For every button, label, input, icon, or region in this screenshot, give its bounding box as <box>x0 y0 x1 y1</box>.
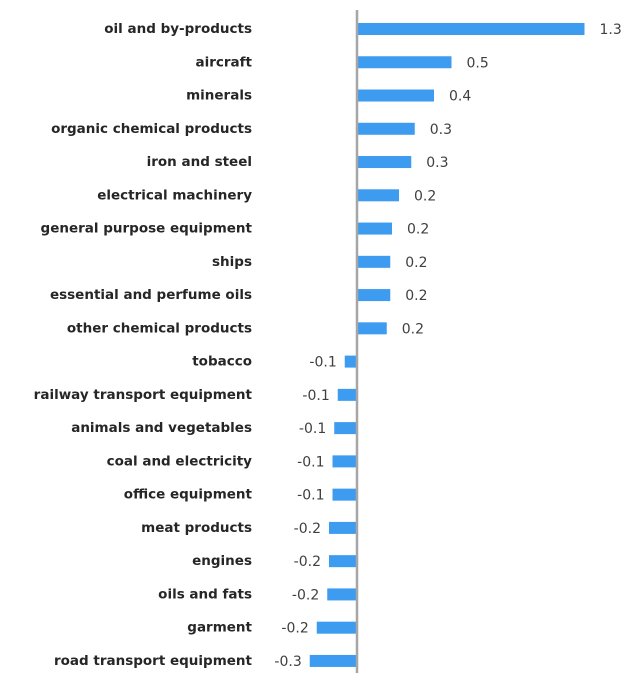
value-label: -0.1 <box>297 454 324 470</box>
bar <box>357 122 415 135</box>
value-label: 0.2 <box>405 255 427 271</box>
bar <box>332 455 357 468</box>
value-label: -0.1 <box>302 388 329 404</box>
value-label: 0.3 <box>426 155 448 171</box>
bar <box>357 189 399 202</box>
value-label: -0.2 <box>281 621 308 637</box>
bar <box>357 322 387 335</box>
category-label: railway transport equipment <box>34 387 253 403</box>
bar <box>316 621 357 634</box>
category-label: engines <box>192 553 252 569</box>
value-label: 0.2 <box>407 222 429 238</box>
value-label: -0.1 <box>299 421 326 437</box>
bar <box>329 521 357 534</box>
value-label: -0.3 <box>274 654 301 670</box>
category-label: coal and electricity <box>107 453 253 469</box>
bar <box>357 289 391 302</box>
value-label: -0.1 <box>309 355 336 371</box>
bar <box>357 255 391 268</box>
bar <box>332 488 357 501</box>
value-label: -0.2 <box>292 587 319 603</box>
bar <box>327 588 357 601</box>
value-label: 0.2 <box>405 288 427 304</box>
category-label: minerals <box>186 88 252 104</box>
bar <box>357 222 392 235</box>
category-label: electrical machinery <box>97 187 252 203</box>
value-label: -0.2 <box>294 554 321 570</box>
category-label: essential and perfume oils <box>50 287 252 303</box>
bar <box>357 56 452 69</box>
value-label: 0.4 <box>449 89 471 105</box>
bar <box>357 23 585 35</box>
bar <box>344 355 357 368</box>
value-label: -0.2 <box>294 521 321 537</box>
category-label: tobacco <box>192 354 252 370</box>
category-label: road transport equipment <box>54 653 253 669</box>
bar <box>337 388 357 401</box>
value-label: 1.3 <box>600 22 622 38</box>
value-label: 0.2 <box>414 188 436 204</box>
category-label: ships <box>212 254 252 270</box>
bar <box>357 89 434 102</box>
bar <box>329 555 357 568</box>
category-label: oils and fats <box>158 586 252 602</box>
category-label: aircraft <box>196 54 253 70</box>
category-label: office equipment <box>124 487 253 503</box>
category-label: animals and vegetables <box>71 420 252 436</box>
value-label: 0.2 <box>402 321 424 337</box>
value-label: 0.5 <box>467 55 489 71</box>
bar <box>334 422 357 435</box>
value-label: 0.3 <box>430 122 452 138</box>
category-label: organic chemical products <box>51 121 252 137</box>
category-label: other chemical products <box>67 320 252 336</box>
value-label: -0.1 <box>297 488 324 504</box>
bar <box>309 654 357 667</box>
category-label: meat products <box>141 520 252 536</box>
category-label: iron and steel <box>147 154 252 170</box>
category-label: garment <box>187 620 252 636</box>
category-label: general purpose equipment <box>41 221 253 237</box>
category-label: oil and by-products <box>104 21 252 37</box>
bar <box>357 156 412 169</box>
